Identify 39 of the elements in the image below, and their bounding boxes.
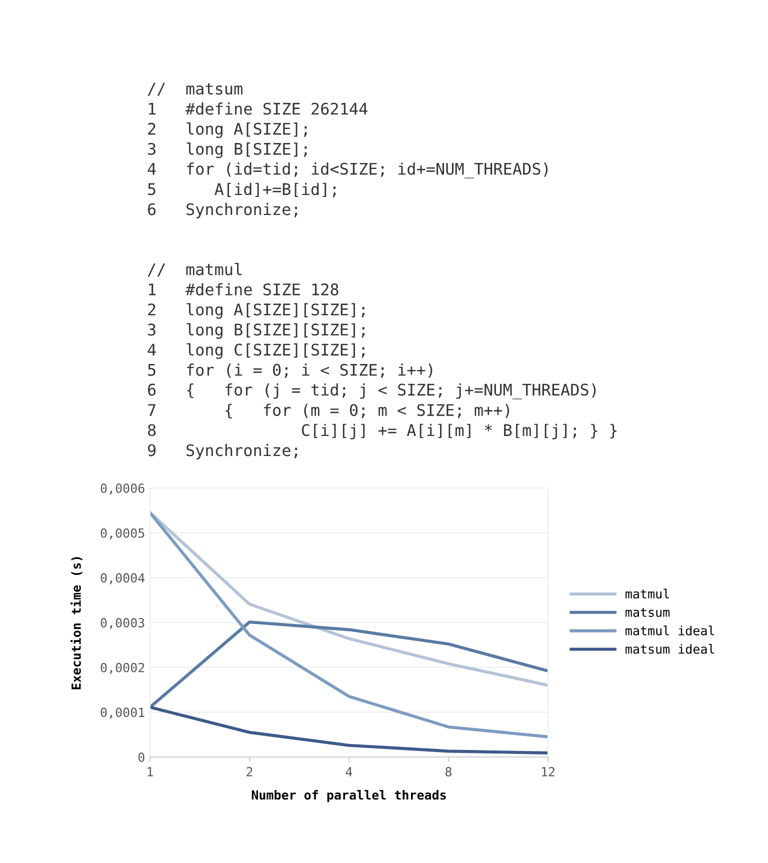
text: 5 for (i = 0; i < SIZE; i++) [148, 364, 432, 378]
text: // matsum [148, 82, 242, 96]
x-tick-label: 8 [446, 767, 452, 776]
legend-label: matmul ideal [626, 626, 714, 636]
text: 9 Synchronize; [148, 444, 298, 460]
text: 2 long A[SIZE]; [148, 122, 307, 138]
x-tick-label: 1 [148, 767, 153, 776]
x-tick-label: 2 [246, 767, 252, 776]
y-tick-label: 0,0002 [100, 662, 144, 674]
x-axis-title: Number of parallel threads [252, 790, 446, 802]
legend-label: matmul [626, 588, 669, 599]
y-axis-title: Execution time (s) [70, 557, 82, 690]
text: 1 #define SIZE 262144 [148, 102, 368, 115]
y-tick-label: 0,0006 [100, 484, 144, 495]
x-tick-label: 4 [346, 767, 352, 776]
y-tick-label: 0,0003 [100, 618, 144, 630]
legend-label: matsum ideal [626, 644, 714, 654]
text: 7 { for (m = 0; m < SIZE; m++) [148, 404, 510, 418]
y-tick-label: 0,0004 [100, 573, 145, 584]
text: 3 long B[SIZE]; [148, 142, 307, 158]
text: 5 A[id]+=B[id]; [148, 182, 336, 198]
text: 3 long B[SIZE][SIZE]; [148, 323, 364, 339]
text: // matmul [148, 262, 242, 277]
text: 6 Synchronize; [148, 202, 298, 218]
x-tick-label: 12 [542, 767, 554, 776]
text: 6 { for (j = tid; j < SIZE; j+=NUM_THREADS) [148, 383, 596, 400]
text: 4 for (id=tid; id<SIZE; id+=NUM_THREADS) [148, 162, 548, 178]
text: 4 long C[SIZE][SIZE]; [148, 343, 364, 359]
line-series [150, 511, 548, 738]
text: 8 C[i][j] += A[i][m] * B[m][j]; } } [148, 424, 616, 440]
y-tick-label: 0,0005 [100, 528, 144, 540]
line-series [150, 706, 548, 754]
y-tick-label: 0 [138, 752, 144, 762]
text: 1 #define SIZE 128 [148, 283, 338, 296]
line-series [150, 511, 548, 687]
text: 2 long A[SIZE][SIZE]; [148, 303, 364, 319]
line-series [150, 620, 548, 709]
legend-label: matsum [626, 608, 670, 617]
y-tick-label: 0,0001 [100, 708, 144, 719]
